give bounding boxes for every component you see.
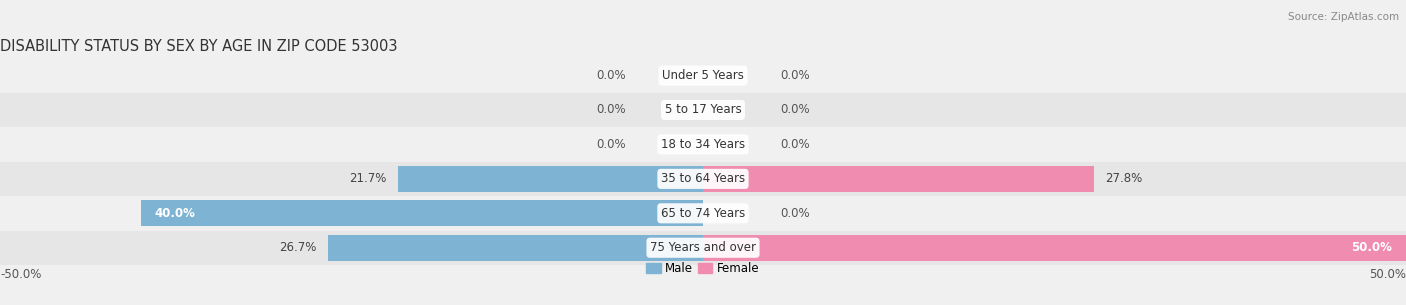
Bar <box>0 127 1406 162</box>
Bar <box>703 235 1406 261</box>
Text: Source: ZipAtlas.com: Source: ZipAtlas.com <box>1288 12 1399 22</box>
Text: Under 5 Years: Under 5 Years <box>662 69 744 82</box>
Text: 0.0%: 0.0% <box>780 103 810 117</box>
Bar <box>398 166 703 192</box>
Text: 26.7%: 26.7% <box>278 241 316 254</box>
Text: 50.0%: 50.0% <box>1351 241 1392 254</box>
Bar <box>0 93 1406 127</box>
Text: -50.0%: -50.0% <box>0 268 41 282</box>
Bar <box>0 231 1406 265</box>
Bar <box>328 235 703 261</box>
Text: 27.8%: 27.8% <box>1105 172 1142 185</box>
Text: 21.7%: 21.7% <box>349 172 387 185</box>
Text: 18 to 34 Years: 18 to 34 Years <box>661 138 745 151</box>
Text: 75 Years and over: 75 Years and over <box>650 241 756 254</box>
Text: 0.0%: 0.0% <box>780 138 810 151</box>
Bar <box>0 58 1406 93</box>
Bar <box>141 200 703 226</box>
Text: 0.0%: 0.0% <box>780 207 810 220</box>
Text: 65 to 74 Years: 65 to 74 Years <box>661 207 745 220</box>
Text: 5 to 17 Years: 5 to 17 Years <box>665 103 741 117</box>
Legend: Male, Female: Male, Female <box>641 257 765 280</box>
Text: 40.0%: 40.0% <box>155 207 195 220</box>
Bar <box>0 196 1406 231</box>
Text: 35 to 64 Years: 35 to 64 Years <box>661 172 745 185</box>
Text: 0.0%: 0.0% <box>596 69 626 82</box>
Text: 0.0%: 0.0% <box>780 69 810 82</box>
Bar <box>703 166 1094 192</box>
Text: DISABILITY STATUS BY SEX BY AGE IN ZIP CODE 53003: DISABILITY STATUS BY SEX BY AGE IN ZIP C… <box>0 39 398 54</box>
Text: 0.0%: 0.0% <box>596 138 626 151</box>
Text: 50.0%: 50.0% <box>1369 268 1406 282</box>
Bar <box>0 162 1406 196</box>
Text: 0.0%: 0.0% <box>596 103 626 117</box>
